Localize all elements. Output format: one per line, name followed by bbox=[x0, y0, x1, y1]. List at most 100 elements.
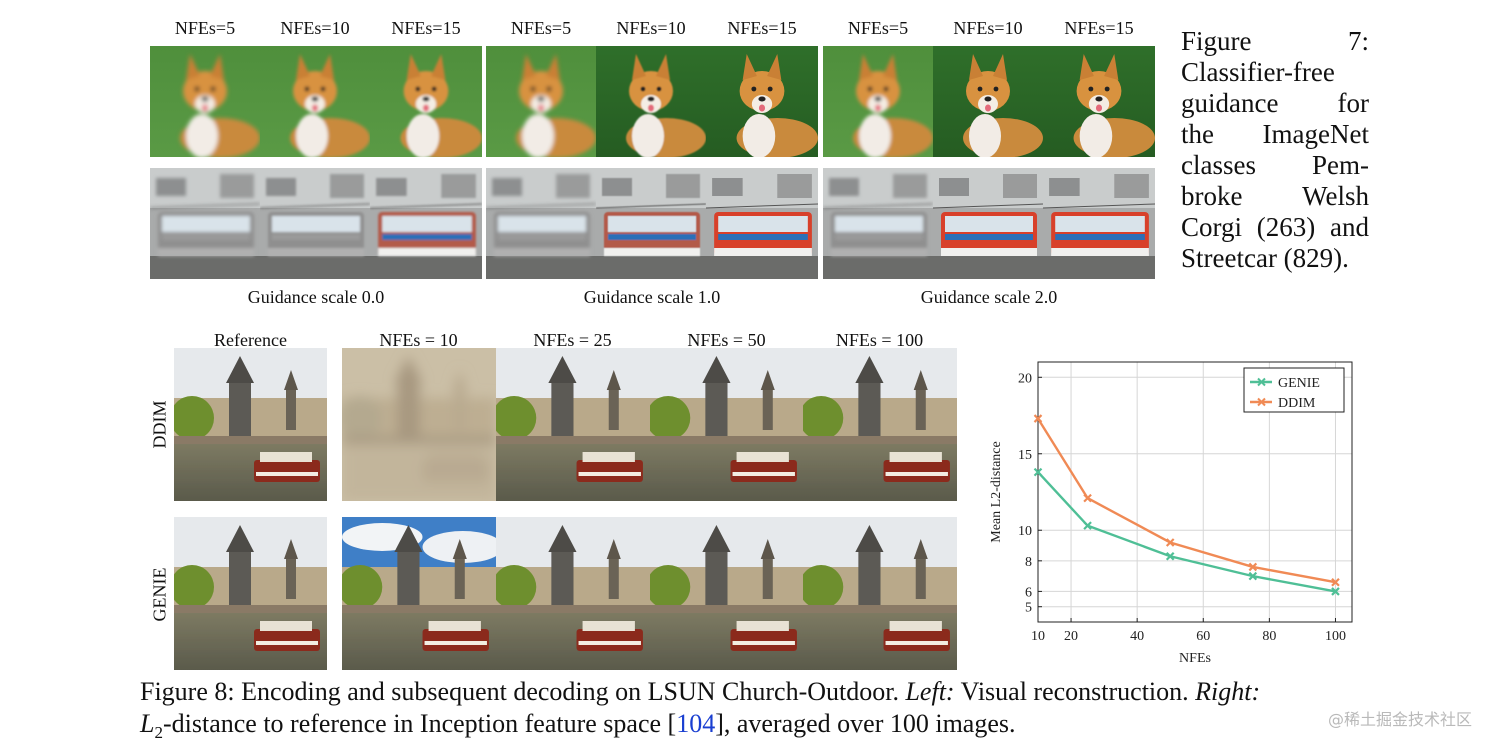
caption-text: -distance to reference in Inception feat… bbox=[162, 709, 677, 738]
caption-line: classes Pem- bbox=[1181, 150, 1369, 180]
caption-line: broke Welsh bbox=[1181, 181, 1369, 211]
genie-reconstruction-image bbox=[803, 517, 957, 670]
guidance-label: Guidance scale 0.0 bbox=[247, 287, 385, 307]
ddim-reconstruction-image bbox=[174, 348, 327, 501]
streetcar-image bbox=[933, 168, 1043, 279]
caption-line: guidance for bbox=[1181, 88, 1369, 118]
corgi-image bbox=[706, 46, 818, 157]
corgi-image bbox=[260, 46, 370, 157]
data-point-ddim bbox=[1248, 562, 1258, 572]
x-tick-label: 20 bbox=[1064, 629, 1078, 644]
legend-label: DDIM bbox=[1278, 396, 1316, 411]
streetcar-image bbox=[823, 168, 933, 279]
x-tick-label: 10 bbox=[1031, 629, 1045, 644]
col-label-nfe: NFEs = 50 bbox=[687, 330, 766, 350]
x-axis-label: NFEs bbox=[1179, 651, 1211, 666]
ddim-reconstruction-image bbox=[650, 348, 804, 501]
col-label-nfe: NFEs = 10 bbox=[379, 330, 458, 350]
genie-reconstruction-image bbox=[650, 517, 804, 670]
plot-frame bbox=[1037, 361, 1353, 623]
data-point-genie bbox=[1331, 587, 1340, 596]
col-label-reference: Reference bbox=[214, 330, 287, 350]
data-point-ddim bbox=[1165, 538, 1175, 547]
guidance-label: Guidance scale 2.0 bbox=[920, 287, 1058, 307]
y-tick-label: 10 bbox=[1018, 524, 1032, 539]
caption-text: Encoding and subsequent decoding on LSUN… bbox=[234, 677, 906, 706]
data-point-ddim bbox=[1083, 493, 1092, 503]
y-tick-label: 8 bbox=[1025, 555, 1032, 570]
caption-line: the ImageNet bbox=[1181, 119, 1369, 149]
data-point-genie bbox=[1165, 551, 1175, 561]
figure-label: Figure 8: bbox=[140, 677, 235, 706]
caption-line: Classifier-free bbox=[1181, 57, 1335, 87]
caption-left: Left: bbox=[905, 677, 955, 706]
nfe-label: NFEs=10 bbox=[280, 18, 350, 38]
data-point-genie bbox=[1248, 571, 1258, 581]
row-label-genie: GENIE bbox=[149, 567, 170, 622]
legend-marker bbox=[1257, 377, 1266, 387]
corgi-image bbox=[150, 46, 260, 157]
col-label-nfe: NFEs = 25 bbox=[533, 330, 612, 350]
caption-line: Figure 7: bbox=[1181, 26, 1369, 56]
data-point-ddim bbox=[1331, 577, 1340, 587]
corgi-image bbox=[933, 46, 1043, 157]
x-tick-label: 40 bbox=[1130, 629, 1144, 644]
col-label-nfe: NFEs = 100 bbox=[835, 330, 924, 350]
x-tick-label: 60 bbox=[1196, 629, 1210, 644]
legend-marker bbox=[1257, 397, 1266, 407]
legend-box bbox=[1243, 367, 1345, 413]
l2-symbol: L bbox=[140, 709, 155, 738]
caption-right: Right: bbox=[1195, 677, 1261, 706]
y-tick-label: 15 bbox=[1018, 448, 1032, 463]
figure7-caption: Figure 7: Classifier-free guidance for t… bbox=[1181, 26, 1369, 274]
figure8-caption-line1: Figure 8: Encoding and subsequent decodi… bbox=[140, 676, 1260, 707]
y-axis-label: Mean L2-distance bbox=[989, 441, 1004, 542]
chart-svg: 10 20 40 60 80 100 56 8 10 15 20 NFEs Mean L2-distan… bbox=[989, 361, 1353, 666]
y-tick-label: 5 bbox=[1025, 601, 1032, 616]
figure8-caption-line2: L2-distance to reference in Inception fe… bbox=[140, 708, 1016, 748]
streetcar-image bbox=[370, 168, 482, 279]
streetcar-image bbox=[1043, 168, 1155, 279]
x-tick-label: 80 bbox=[1262, 629, 1276, 644]
ddim-reconstruction-image bbox=[342, 348, 496, 501]
nfe-label: NFEs=10 bbox=[953, 18, 1023, 38]
nfe-label: NFEs=5 bbox=[174, 18, 236, 38]
caption-line: Streetcar (829). bbox=[1181, 243, 1349, 273]
ddim-reconstruction-image bbox=[803, 348, 957, 501]
nfe-label: NFEs=5 bbox=[510, 18, 572, 38]
guidance-label: Guidance scale 1.0 bbox=[583, 287, 721, 307]
caption-line: Corgi (263) and bbox=[1181, 212, 1369, 242]
corgi-image bbox=[486, 46, 596, 157]
data-point-ddim bbox=[1033, 414, 1043, 423]
nfe-label: NFEs=5 bbox=[847, 18, 909, 38]
corgi-image bbox=[823, 46, 933, 157]
streetcar-image bbox=[260, 168, 370, 279]
streetcar-image bbox=[706, 168, 818, 279]
genie-reconstruction-image bbox=[496, 517, 650, 670]
caption-text: ], averaged over 100 images. bbox=[715, 709, 1016, 738]
genie-reconstruction-image bbox=[174, 517, 327, 670]
genie-reconstruction-image bbox=[342, 517, 496, 670]
series-line-ddim bbox=[1036, 417, 1336, 584]
x-tick-label: 100 bbox=[1325, 629, 1346, 644]
legend-label: GENIE bbox=[1278, 376, 1320, 391]
streetcar-image bbox=[150, 168, 260, 279]
data-point-genie bbox=[1083, 521, 1092, 530]
ddim-reconstruction-image bbox=[496, 348, 650, 501]
nfe-label: NFEs=10 bbox=[616, 18, 686, 38]
nfe-label: NFEs=15 bbox=[391, 18, 461, 38]
l2-distance-chart: 10 20 40 60 80 100 5 6 8 10 15 20 NFEs Mean L2-distan… bbox=[980, 350, 1360, 670]
watermark: @稀土掘金技术社区 bbox=[1328, 710, 1473, 729]
citation-link[interactable]: 104 bbox=[676, 709, 716, 738]
streetcar-image bbox=[486, 168, 596, 279]
caption-text: Visual reconstruction. bbox=[954, 677, 1196, 706]
row-label-ddim: DDIM bbox=[149, 400, 170, 449]
corgi-image bbox=[596, 46, 706, 157]
l2-subscript: 2 bbox=[154, 723, 163, 743]
y-tick-label: 6 bbox=[1025, 585, 1032, 600]
data-point-genie bbox=[1033, 467, 1043, 477]
nfe-label: NFEs=15 bbox=[727, 18, 797, 38]
y-tick-label: 20 bbox=[1018, 371, 1032, 386]
nfe-label: NFEs=15 bbox=[1064, 18, 1134, 38]
streetcar-image bbox=[596, 168, 706, 279]
